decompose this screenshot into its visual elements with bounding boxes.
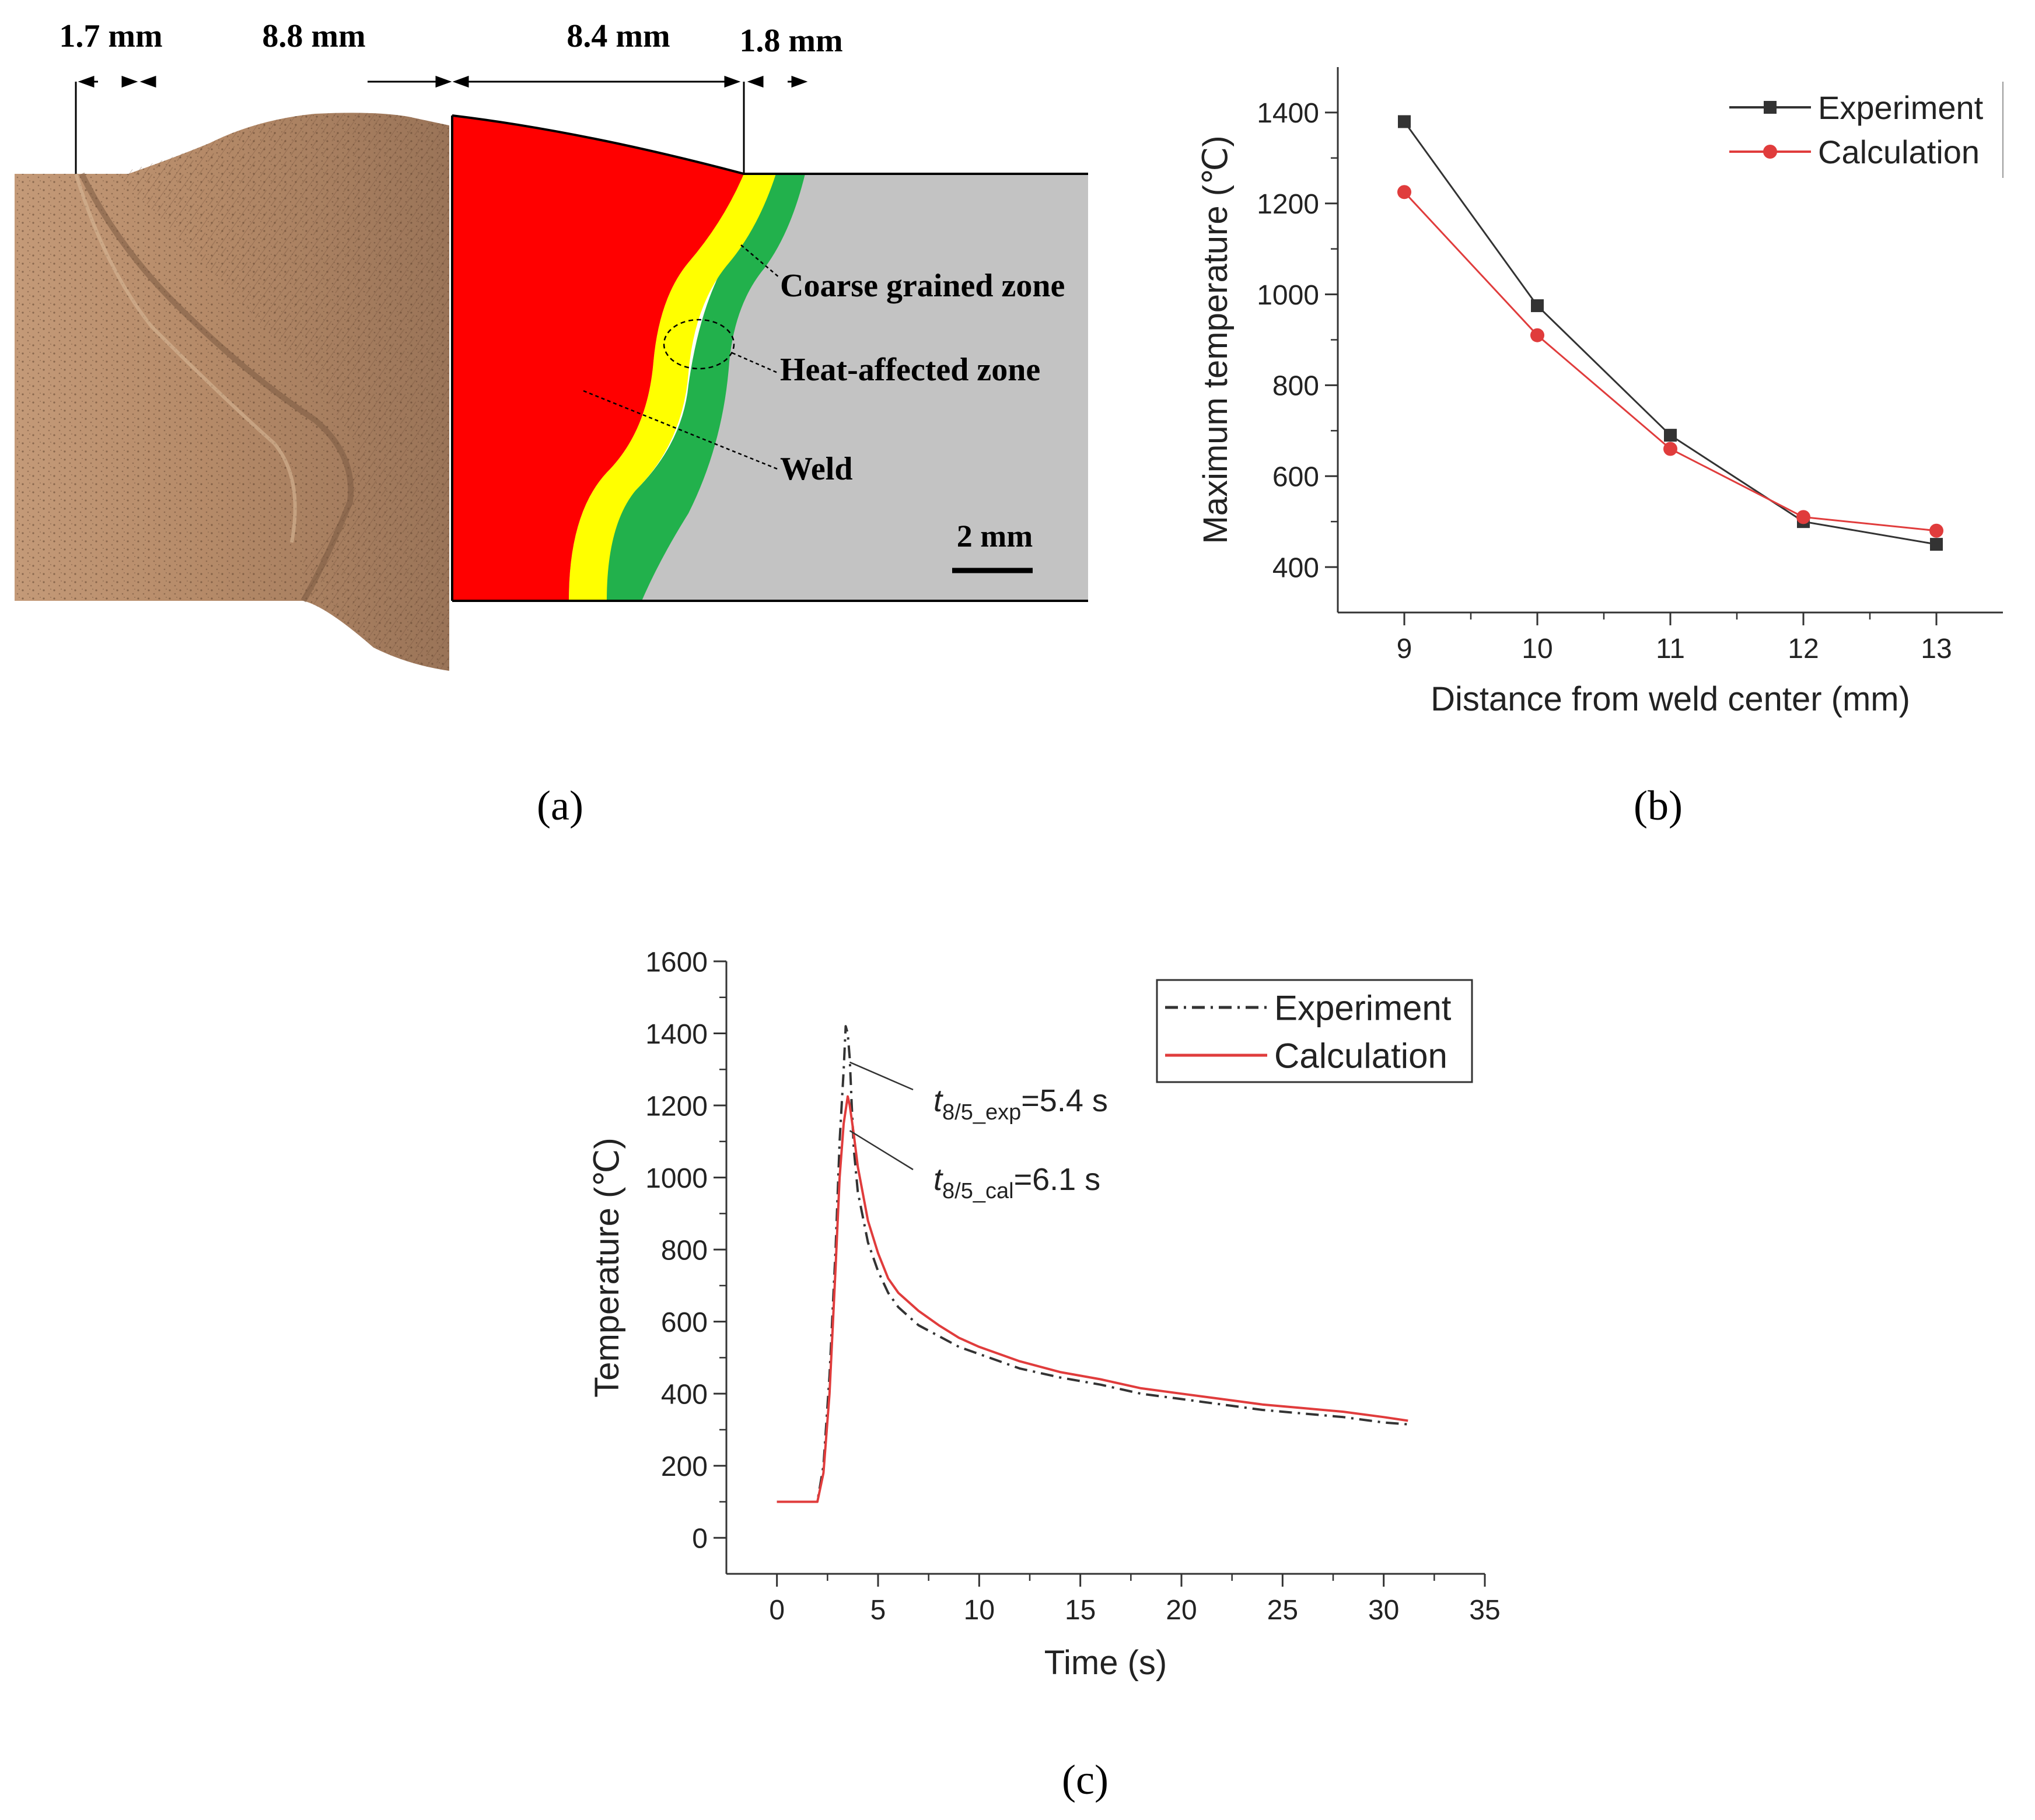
x-axis-label: Time (s) xyxy=(1044,1644,1167,1682)
panel-a-label: (a) xyxy=(537,782,583,829)
y-tick-label: 1200 xyxy=(1257,189,1319,220)
panel-b-chart: 9 10 11 12 13 400 600 800 1000 1200 1400 Distance f… xyxy=(1197,67,2003,718)
haz-circle xyxy=(663,318,735,370)
y-tick-label: 800 xyxy=(1272,371,1319,402)
weld-label: Weld xyxy=(780,451,852,487)
legend-box xyxy=(1721,82,2001,178)
simulated-zones: Coarse grained zone Heat-affected zone W… xyxy=(451,114,1088,602)
scale-bar-label: 2 mm xyxy=(957,519,1033,554)
y-axis-label: Temperature (℃) xyxy=(588,1138,626,1397)
data-point-circle xyxy=(1530,328,1544,342)
x-tick-label: 10 xyxy=(1522,634,1553,664)
y-tick-label: 0 xyxy=(692,1524,708,1555)
data-point-square xyxy=(1531,299,1544,313)
dim-label-1-8: 1.8 mm xyxy=(739,23,842,59)
x-tick-label: 9 xyxy=(1397,634,1412,664)
dim-arrow xyxy=(139,75,156,88)
x-tick-label: 5 xyxy=(870,1595,886,1626)
haz-boundary xyxy=(74,173,297,543)
data-point-square xyxy=(1398,115,1411,128)
annotation-leader-exp xyxy=(849,1061,914,1091)
y-tick-label: 1600 xyxy=(645,947,708,978)
y-tick-label: 400 xyxy=(1272,552,1319,583)
series-line-calculation xyxy=(1403,191,1937,532)
x-tick-label: 10 xyxy=(964,1595,995,1626)
annotation-t85-cal: t8/5_cal=6.1 s xyxy=(933,1162,1100,1203)
dim-arrow xyxy=(724,75,741,88)
y-tick-label: 1400 xyxy=(1257,98,1319,129)
legend-label: Experiment xyxy=(1818,89,1984,126)
annotation-leader-cal xyxy=(849,1130,914,1171)
y-axis-label: Maximum temperature (℃) xyxy=(1197,135,1235,544)
coarse-grained-zone xyxy=(569,174,776,601)
macrograph xyxy=(15,113,449,671)
x-tick-label: 30 xyxy=(1368,1595,1399,1626)
x-tick-label: 15 xyxy=(1065,1595,1096,1626)
haz-leader xyxy=(732,352,779,374)
dim-arrow xyxy=(121,75,138,88)
x-tick-label: 11 xyxy=(1656,634,1685,664)
x-tick-label: 0 xyxy=(769,1595,785,1626)
coarse-leader xyxy=(740,244,779,278)
panel-c-label: (c) xyxy=(1062,1756,1109,1803)
x-tick-label: 20 xyxy=(1166,1595,1197,1626)
x-tick-label: 25 xyxy=(1267,1595,1298,1626)
dim-label-8-4: 8.4 mm xyxy=(567,18,670,54)
dim-label-8-8: 8.8 mm xyxy=(262,18,365,54)
y-tick-label: 1200 xyxy=(645,1091,708,1122)
dim-label-1-7: 1.7 mm xyxy=(59,18,162,54)
y-tick-label: 1000 xyxy=(1257,280,1319,311)
x-tick-label: 12 xyxy=(1788,634,1819,664)
y-tick-label: 1400 xyxy=(645,1019,708,1050)
data-point-square xyxy=(1664,429,1677,442)
weld-top-outline xyxy=(452,114,1088,175)
macrograph-weld-grain xyxy=(117,113,449,671)
data-point-circle xyxy=(1397,185,1411,200)
legend-label: Calculation xyxy=(1274,1037,1447,1076)
legend-marker-square xyxy=(1764,101,1777,114)
legend-label: Calculation xyxy=(1818,134,1980,170)
legend-marker-circle xyxy=(1763,145,1777,159)
x-tick-label: 35 xyxy=(1469,1595,1500,1626)
y-tick-label: 600 xyxy=(1272,462,1319,493)
annotation-t85-exp: t8/5_exp=5.4 s xyxy=(933,1083,1108,1125)
legend-box xyxy=(1156,979,1473,1083)
legend-label: Experiment xyxy=(1274,989,1452,1028)
y-tick-label: 1000 xyxy=(645,1163,708,1194)
dimension-annotations xyxy=(75,75,808,174)
weld-leader xyxy=(583,390,779,471)
y-tick-label: 600 xyxy=(661,1307,708,1338)
x-axis-label: Distance from weld center (mm) xyxy=(1431,680,1910,718)
haz-zone xyxy=(572,174,805,601)
series-line-experiment xyxy=(1403,121,1937,545)
data-point-square xyxy=(1930,538,1943,551)
dim-arrow xyxy=(435,75,452,88)
y-tick-label: 200 xyxy=(661,1451,708,1482)
data-point-circle xyxy=(1929,523,1943,538)
series-line-calculation xyxy=(777,1095,1408,1503)
fusion-line xyxy=(79,172,354,603)
data-point-circle xyxy=(1663,442,1677,456)
coarse-grained-zone-label: Coarse grained zone xyxy=(780,268,1065,304)
panel-a: Coarse grained zone Heat-affected zone W… xyxy=(15,18,1088,829)
weld-zone xyxy=(452,116,744,601)
y-tick-label: 800 xyxy=(661,1235,708,1266)
heat-affected-zone-label: Heat-affected zone xyxy=(780,352,1040,388)
dim-arrow xyxy=(452,75,469,88)
panel-c-chart: 0 5 10 15 20 25 30 35 0 200 400 600 800 1000 1200 1400 1… xyxy=(588,947,1501,1682)
dim-arrow xyxy=(747,75,764,88)
y-tick-label: 400 xyxy=(661,1379,708,1410)
data-point-circle xyxy=(1796,510,1810,524)
panel-b-label: (b) xyxy=(1634,782,1683,829)
x-tick-label: 13 xyxy=(1921,634,1952,664)
